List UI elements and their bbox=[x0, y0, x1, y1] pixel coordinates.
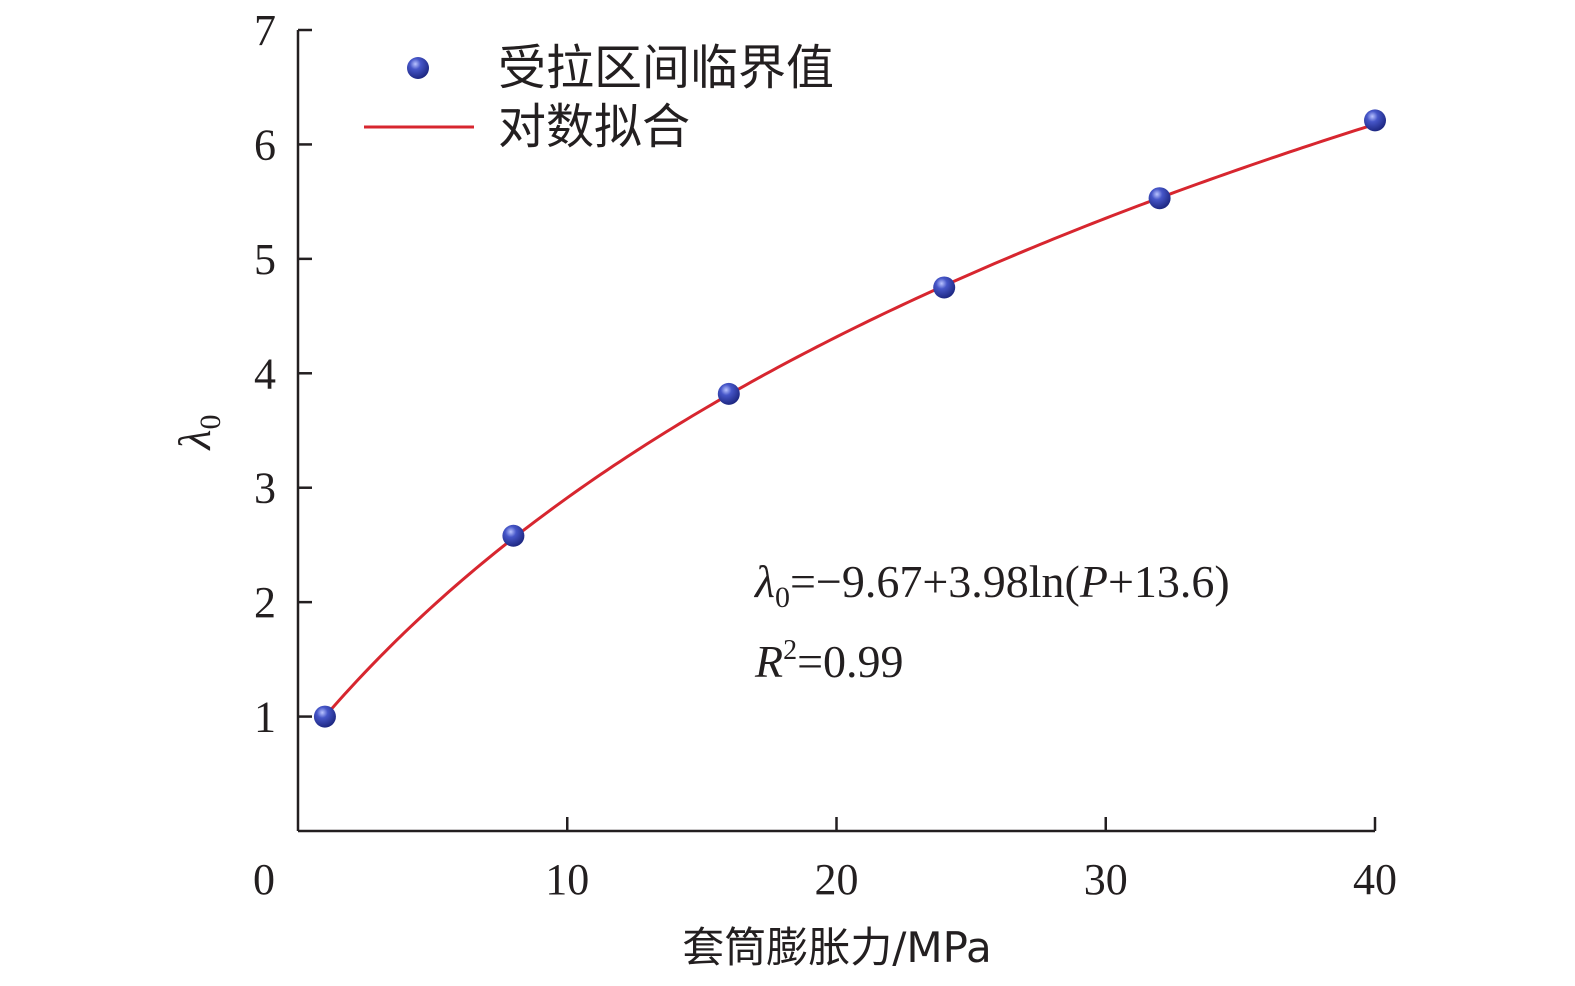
y-tick-label: 6 bbox=[254, 120, 276, 169]
x-tick-label: 0 bbox=[253, 855, 275, 904]
data-point bbox=[313, 705, 336, 728]
equation-annotation: λ0=−9.67+3.98ln(P+13.6) bbox=[753, 556, 1230, 614]
data-points bbox=[313, 109, 1386, 728]
axes bbox=[296, 30, 1375, 833]
data-point bbox=[933, 276, 956, 299]
y-axis-title-subscript: 0 bbox=[194, 415, 227, 430]
r2-annotation: R2=0.99 bbox=[754, 635, 904, 687]
data-point bbox=[1148, 187, 1171, 210]
log-fit-line bbox=[323, 122, 1376, 718]
x-axis-title: 套筒膨胀力/MPa bbox=[682, 923, 992, 972]
y-tick-label: 2 bbox=[254, 578, 276, 627]
equation-rhs-b: +13.6) bbox=[1108, 556, 1230, 607]
equation-lambda-sub: 0 bbox=[775, 581, 790, 614]
legend-item-scatter: 受拉区间临界值 bbox=[407, 40, 834, 96]
svg-text:λ0: λ0 bbox=[169, 415, 227, 452]
data-point bbox=[717, 382, 740, 405]
y-tick-label: 4 bbox=[254, 349, 276, 398]
y-axis-title: λ0 bbox=[169, 415, 227, 452]
legend-item-line: 对数拟合 bbox=[364, 99, 690, 155]
data-point bbox=[502, 524, 525, 547]
x-tick-label: 10 bbox=[545, 855, 589, 904]
equation-lambda: λ bbox=[753, 556, 775, 607]
equation-var-p: P bbox=[1079, 556, 1108, 607]
legend-label-line: 对数拟合 bbox=[498, 99, 690, 155]
y-axis-ticks: 1 2 3 4 5 6 7 bbox=[254, 6, 312, 742]
legend: 受拉区间临界值 对数拟合 bbox=[364, 40, 834, 155]
r2-var: R bbox=[754, 636, 783, 687]
x-axis-ticks: 0 10 20 30 40 bbox=[253, 817, 1397, 904]
legend-label-scatter: 受拉区间临界值 bbox=[498, 40, 834, 96]
y-tick-label: 7 bbox=[254, 6, 276, 55]
x-tick-label: 40 bbox=[1353, 855, 1397, 904]
data-point bbox=[1364, 109, 1386, 132]
y-tick-label: 1 bbox=[254, 693, 276, 742]
equation-rhs-a: =−9.67+3.98ln( bbox=[790, 556, 1080, 607]
y-tick-label: 5 bbox=[254, 235, 276, 284]
y-axis-title-symbol: λ bbox=[169, 430, 220, 452]
legend-marker bbox=[407, 57, 429, 79]
x-tick-label: 20 bbox=[815, 855, 859, 904]
r2-sup: 2 bbox=[783, 635, 797, 666]
y-tick-label: 3 bbox=[254, 464, 276, 513]
x-tick-label: 30 bbox=[1084, 855, 1128, 904]
r2-rhs: =0.99 bbox=[797, 636, 903, 687]
